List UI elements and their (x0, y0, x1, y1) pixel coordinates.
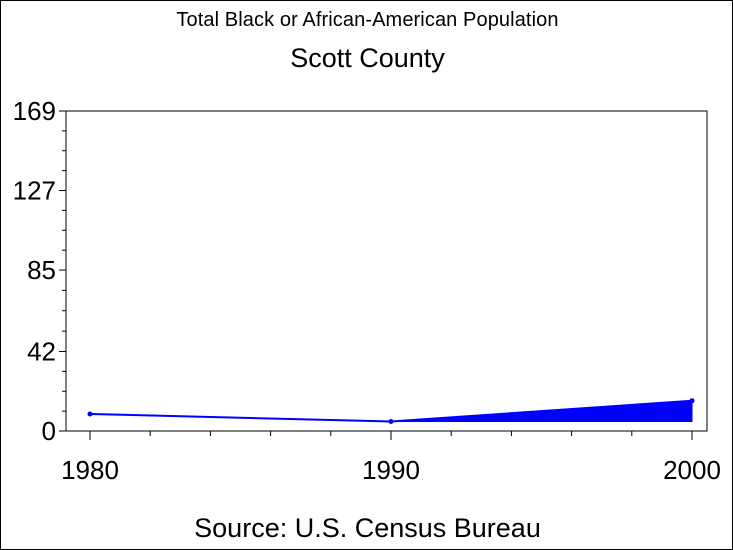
chart-source: Source: U.S. Census Bureau (194, 513, 541, 543)
x-tick-label-1: 1990 (362, 455, 420, 485)
series-0-point-1 (388, 419, 394, 425)
plot-area-frame (65, 110, 708, 432)
y-tick-label-1: 42 (27, 336, 56, 366)
y-tick-label-4: 169 (13, 96, 56, 126)
chart-title: Total Black or African-American Populati… (176, 9, 559, 31)
x-tick-label-2: 2000 (663, 455, 721, 485)
y-tick-label-0: 0 (42, 416, 56, 446)
x-tick-label-0: 1980 (61, 455, 119, 485)
chart-subtitle: Scott County (290, 43, 445, 73)
y-tick-label-2: 85 (27, 255, 56, 285)
series-0-point-0 (87, 411, 93, 417)
y-tick-label-3: 127 (13, 176, 56, 206)
series-0-point-2 (689, 398, 695, 404)
